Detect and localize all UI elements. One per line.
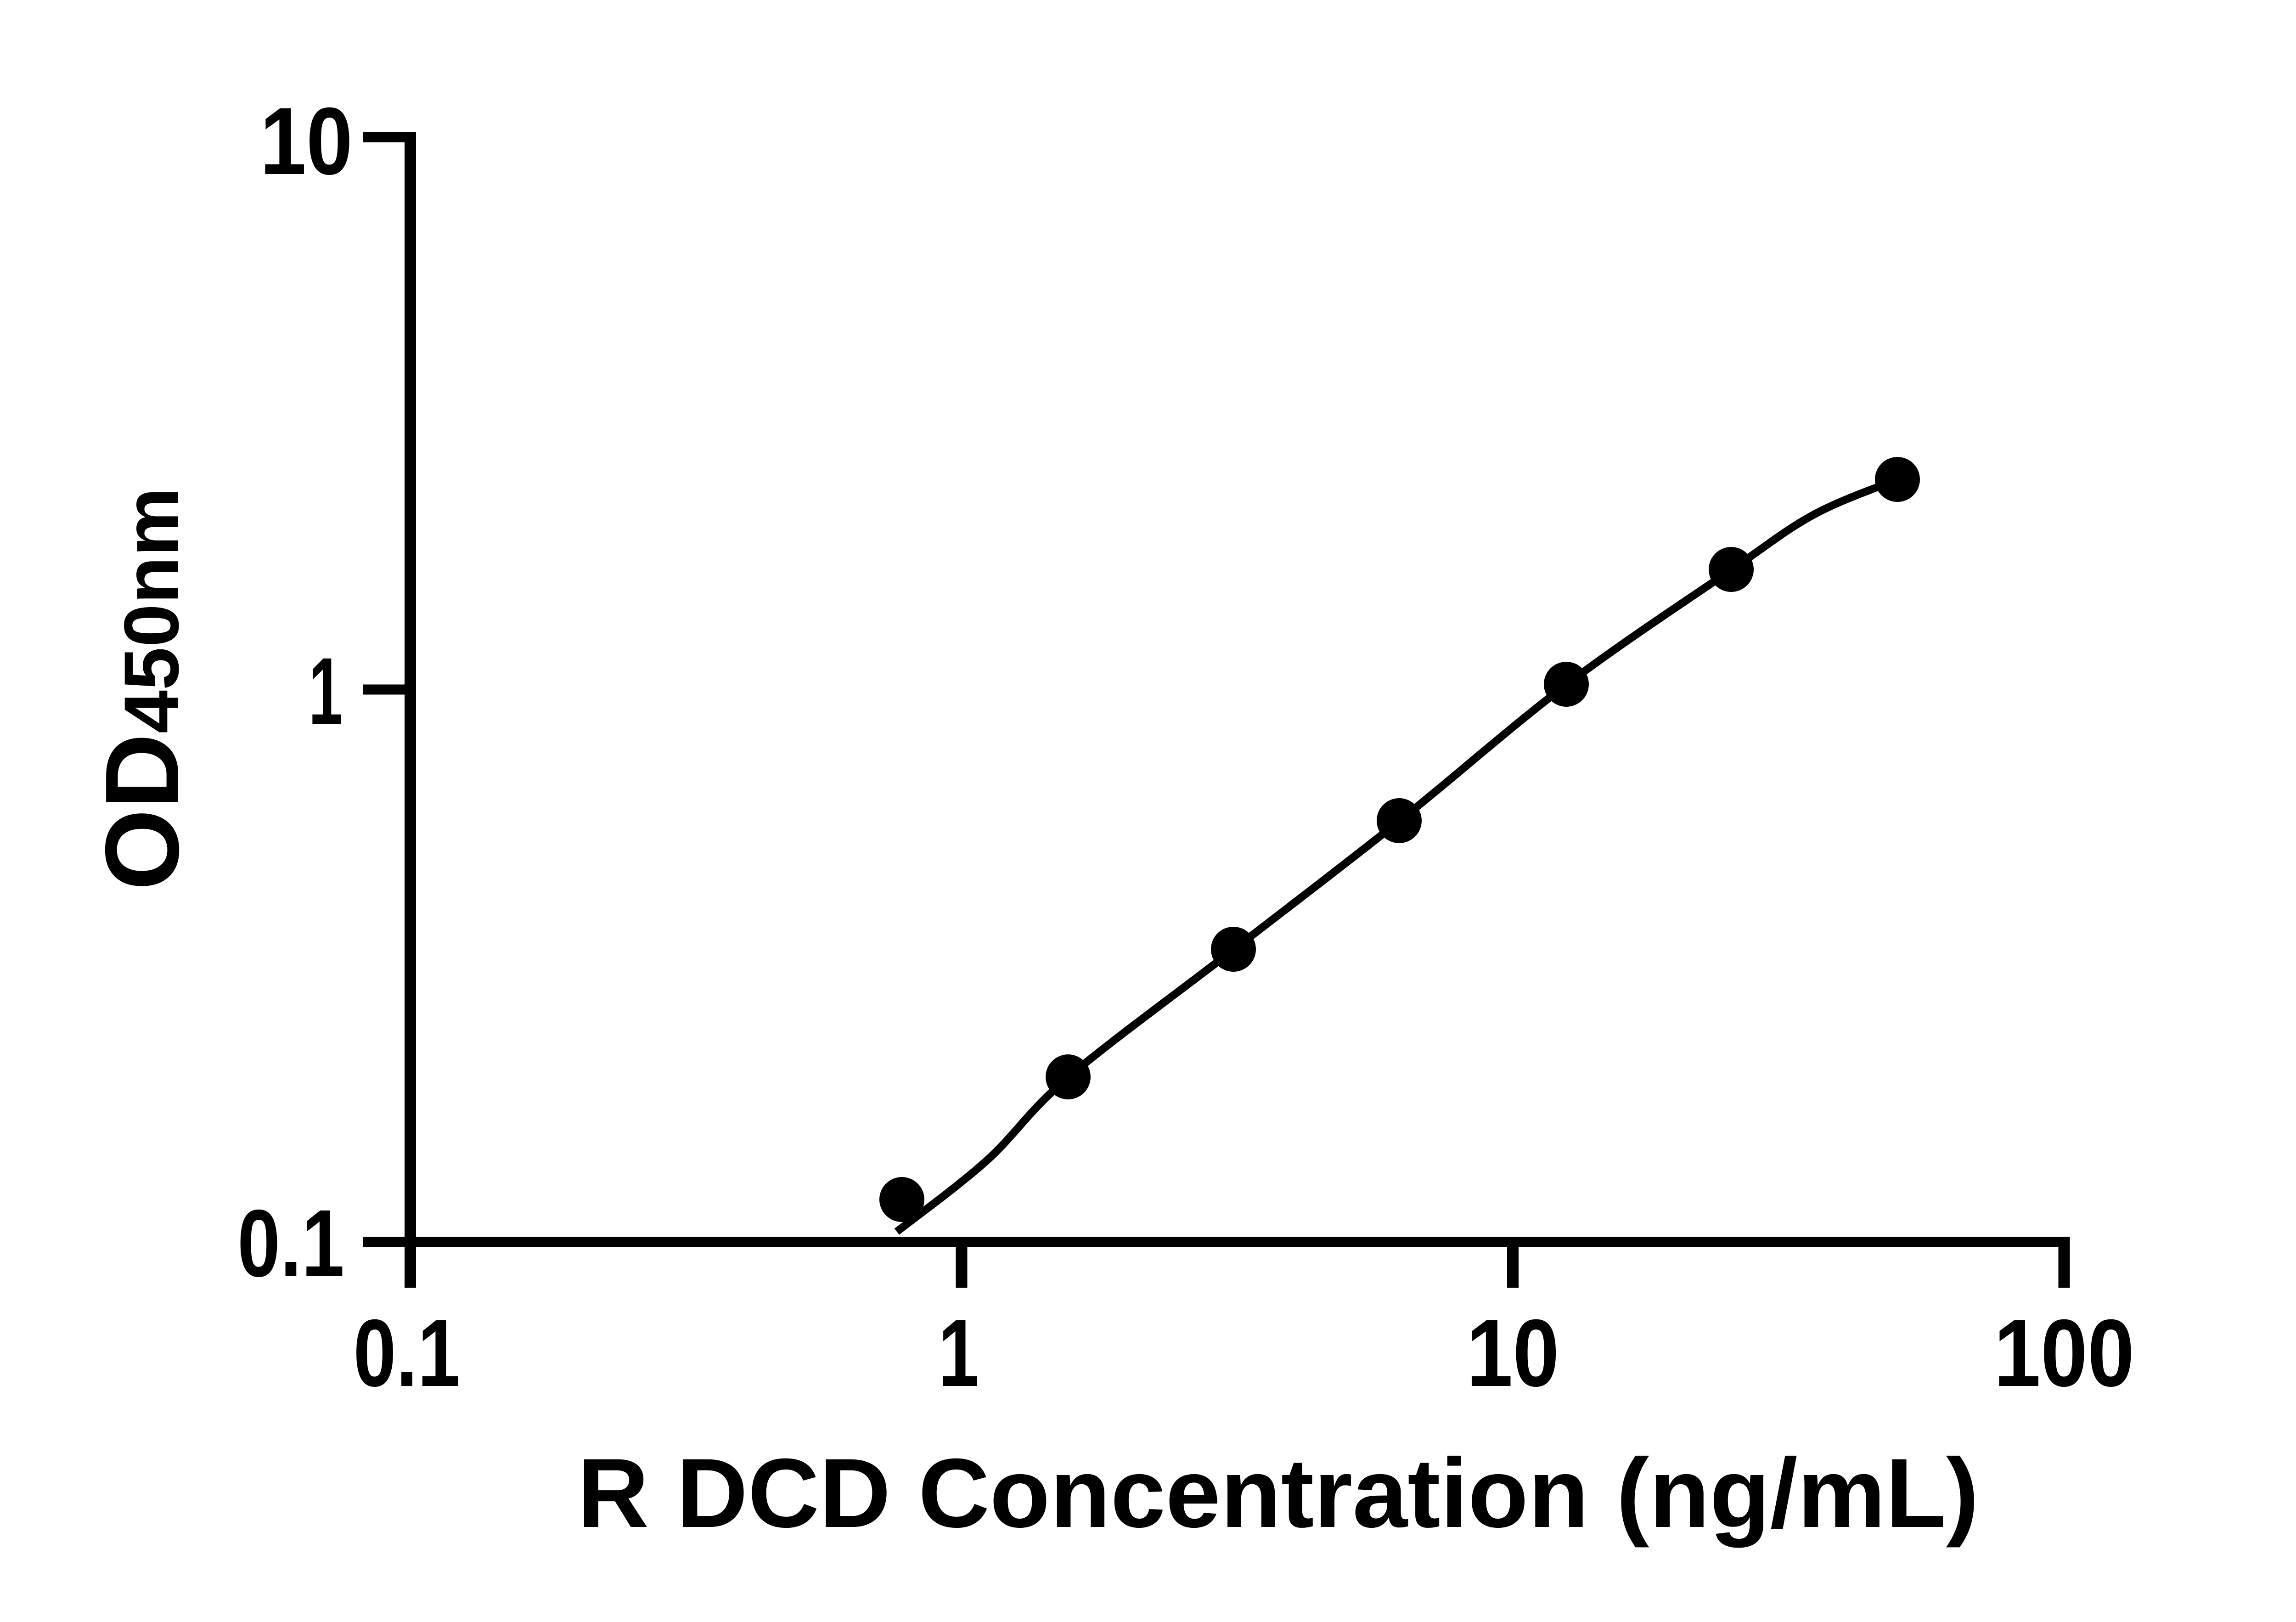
svg-text:R DCD Concentration (ng/mL): R DCD Concentration (ng/mL) xyxy=(578,1438,1979,1548)
svg-text:1: 1 xyxy=(938,1300,979,1407)
svg-text:OD450nm: OD450nm xyxy=(84,488,201,890)
svg-text:10: 10 xyxy=(260,88,353,195)
svg-text:1: 1 xyxy=(309,638,343,745)
svg-text:0.1: 0.1 xyxy=(354,1300,461,1407)
svg-text:100: 100 xyxy=(1994,1300,2134,1407)
svg-text:10: 10 xyxy=(1467,1300,1559,1407)
svg-text:0.1: 0.1 xyxy=(237,1190,344,1297)
